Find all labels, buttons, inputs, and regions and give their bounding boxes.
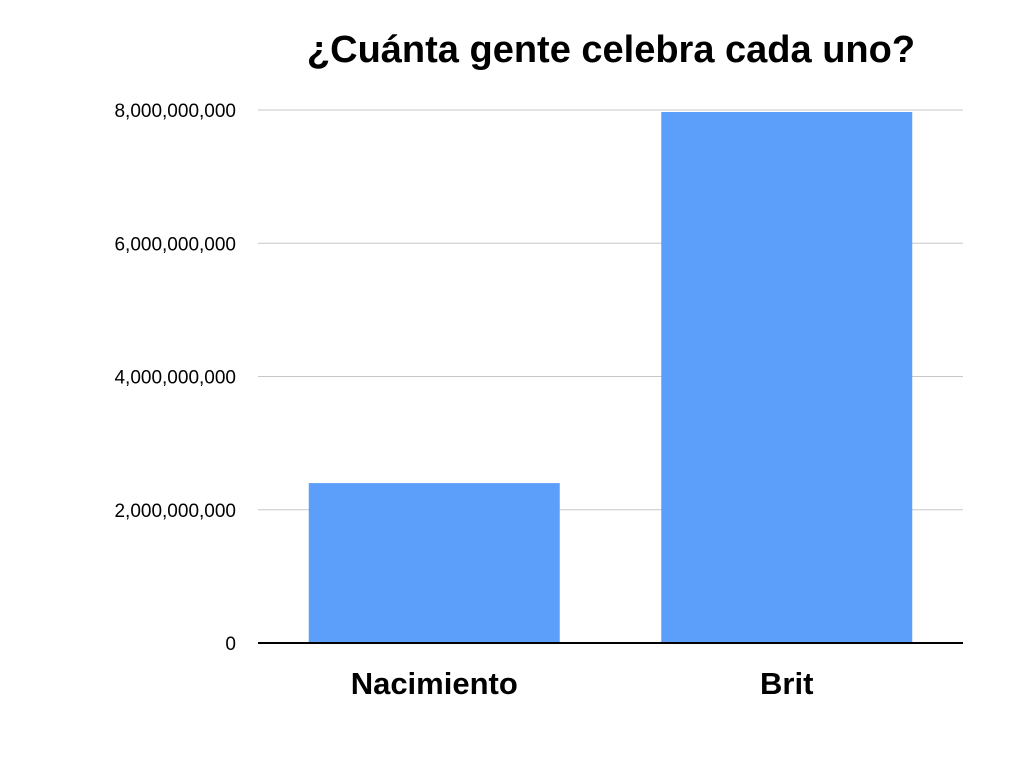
x-category-label: Brit: [760, 666, 813, 701]
y-tick-label: 8,000,000,000: [114, 101, 236, 122]
y-tick-label: 4,000,000,000: [114, 368, 236, 389]
bar-nacimiento: [308, 483, 560, 643]
y-axis-ticks: 0 2,000,000,000 4,000,000,000 6,000,000,000…: [114, 101, 236, 655]
x-category-label: Nacimiento: [351, 666, 518, 701]
y-tick-label: 2,000,000,000: [114, 501, 236, 522]
chart-title: ¿Cuánta gente celebra cada uno?: [307, 29, 915, 71]
bars: [308, 111, 913, 643]
x-axis-categories: Nacimiento Brit: [351, 666, 814, 701]
y-tick-label: 0: [225, 634, 236, 655]
y-tick-label: 6,000,000,000: [114, 234, 236, 255]
bar-brit: [661, 111, 913, 643]
